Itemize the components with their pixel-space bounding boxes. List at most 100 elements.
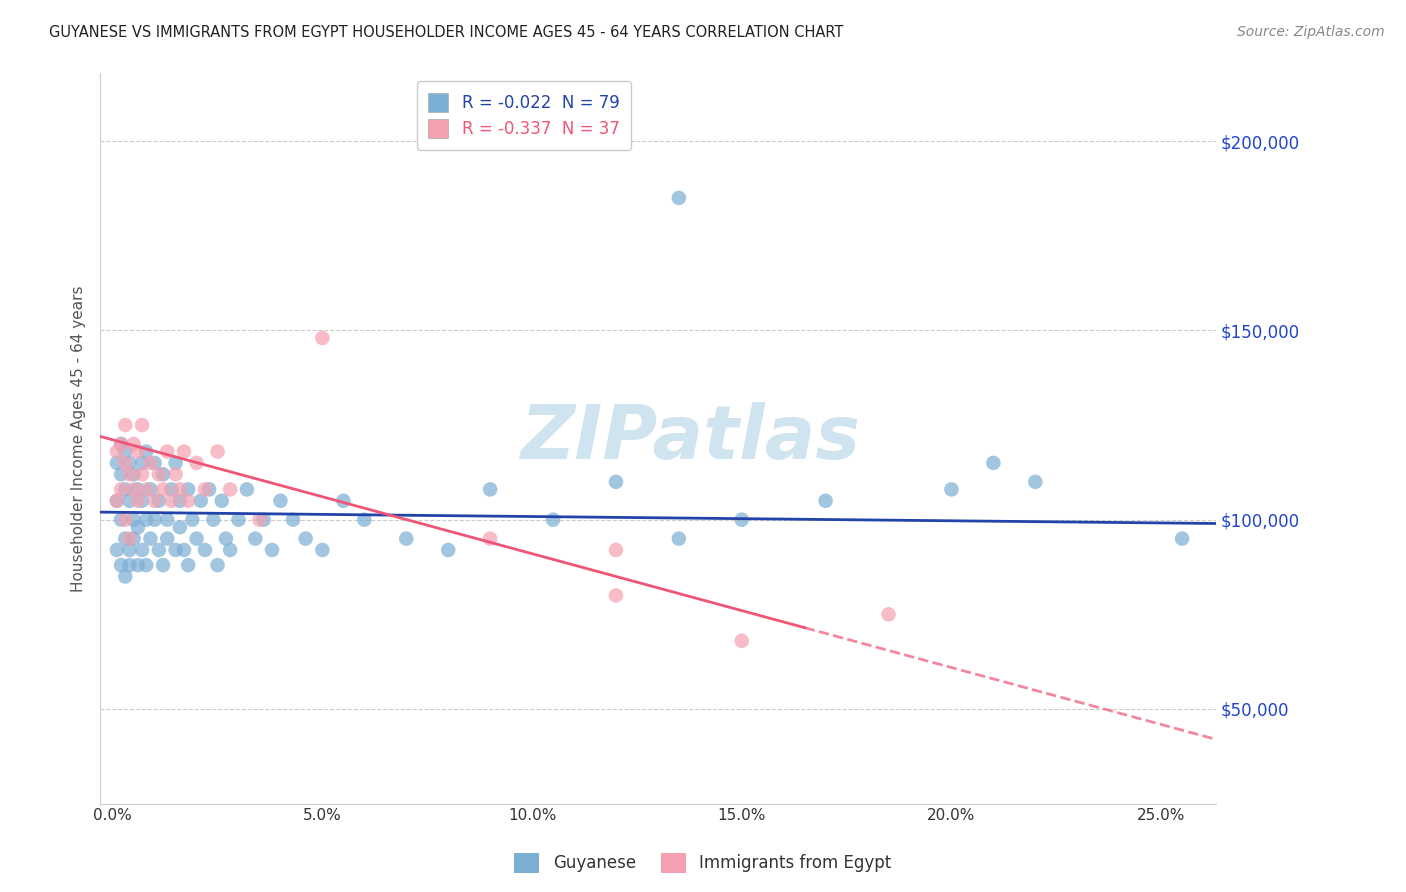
Point [181, 513, 204, 527]
Point [118, 467, 141, 482]
Point [122, 532, 145, 546]
Point [131, 543, 153, 558]
Point [105, 456, 128, 470]
Point [190, 493, 212, 508]
Point [143, 493, 166, 508]
Point [156, 444, 179, 458]
Point [211, 493, 233, 508]
Point [983, 456, 1005, 470]
Point [941, 483, 963, 497]
Point [437, 543, 460, 558]
Point [194, 483, 217, 497]
Point [131, 456, 153, 470]
Point [541, 513, 564, 527]
Point [198, 483, 221, 497]
Point [118, 493, 141, 508]
Point [148, 493, 170, 508]
Point [131, 467, 153, 482]
Point [160, 483, 183, 497]
Point [165, 543, 187, 558]
Point [105, 493, 128, 508]
Point [173, 444, 195, 458]
Point [156, 513, 179, 527]
Point [395, 532, 418, 546]
Point [215, 532, 238, 546]
Point [186, 456, 208, 470]
Point [143, 456, 166, 470]
Point [177, 493, 200, 508]
Legend: Guyanese, Immigrants from Egypt: Guyanese, Immigrants from Egypt [508, 847, 898, 880]
Point [127, 444, 149, 458]
Point [1024, 475, 1046, 489]
Point [160, 493, 183, 508]
Point [877, 607, 900, 622]
Point [605, 588, 627, 602]
Point [110, 558, 132, 573]
Text: Source: ZipAtlas.com: Source: ZipAtlas.com [1237, 25, 1385, 39]
Point [135, 558, 157, 573]
Point [148, 467, 170, 482]
Point [731, 633, 754, 648]
Point [177, 558, 200, 573]
Point [152, 558, 174, 573]
Point [479, 483, 502, 497]
Point [194, 543, 217, 558]
Point [1171, 532, 1194, 546]
Point [173, 543, 195, 558]
Point [219, 483, 242, 497]
Point [105, 444, 128, 458]
Point [127, 558, 149, 573]
Point [118, 532, 141, 546]
Text: GUYANESE VS IMMIGRANTS FROM EGYPT HOUSEHOLDER INCOME AGES 45 - 64 YEARS CORRELAT: GUYANESE VS IMMIGRANTS FROM EGYPT HOUSEH… [49, 25, 844, 40]
Point [165, 456, 187, 470]
Point [294, 532, 316, 546]
Point [114, 444, 136, 458]
Point [148, 543, 170, 558]
Point [122, 513, 145, 527]
Point [131, 493, 153, 508]
Point [236, 483, 259, 497]
Point [186, 532, 208, 546]
Point [110, 467, 132, 482]
Point [605, 543, 627, 558]
Point [219, 543, 242, 558]
Point [152, 483, 174, 497]
Point [668, 532, 690, 546]
Point [122, 467, 145, 482]
Point [731, 513, 754, 527]
Point [143, 513, 166, 527]
Point [262, 543, 284, 558]
Point [122, 483, 145, 497]
Y-axis label: Householder Income Ages 45 - 64 years: Householder Income Ages 45 - 64 years [72, 285, 86, 591]
Point [139, 483, 162, 497]
Point [207, 558, 229, 573]
Point [127, 483, 149, 497]
Point [122, 437, 145, 451]
Point [353, 513, 375, 527]
Point [281, 513, 304, 527]
Point [114, 418, 136, 433]
Point [311, 331, 333, 345]
Point [814, 493, 837, 508]
Point [139, 532, 162, 546]
Point [114, 569, 136, 583]
Point [169, 483, 191, 497]
Point [118, 456, 141, 470]
Point [114, 456, 136, 470]
Point [245, 532, 267, 546]
Point [169, 520, 191, 534]
Point [135, 483, 157, 497]
Point [105, 493, 128, 508]
Point [605, 475, 627, 489]
Point [269, 493, 291, 508]
Point [253, 513, 276, 527]
Point [110, 437, 132, 451]
Point [668, 191, 690, 205]
Point [135, 444, 157, 458]
Point [135, 513, 157, 527]
Point [139, 456, 162, 470]
Point [131, 418, 153, 433]
Point [202, 513, 225, 527]
Point [479, 532, 502, 546]
Point [156, 532, 179, 546]
